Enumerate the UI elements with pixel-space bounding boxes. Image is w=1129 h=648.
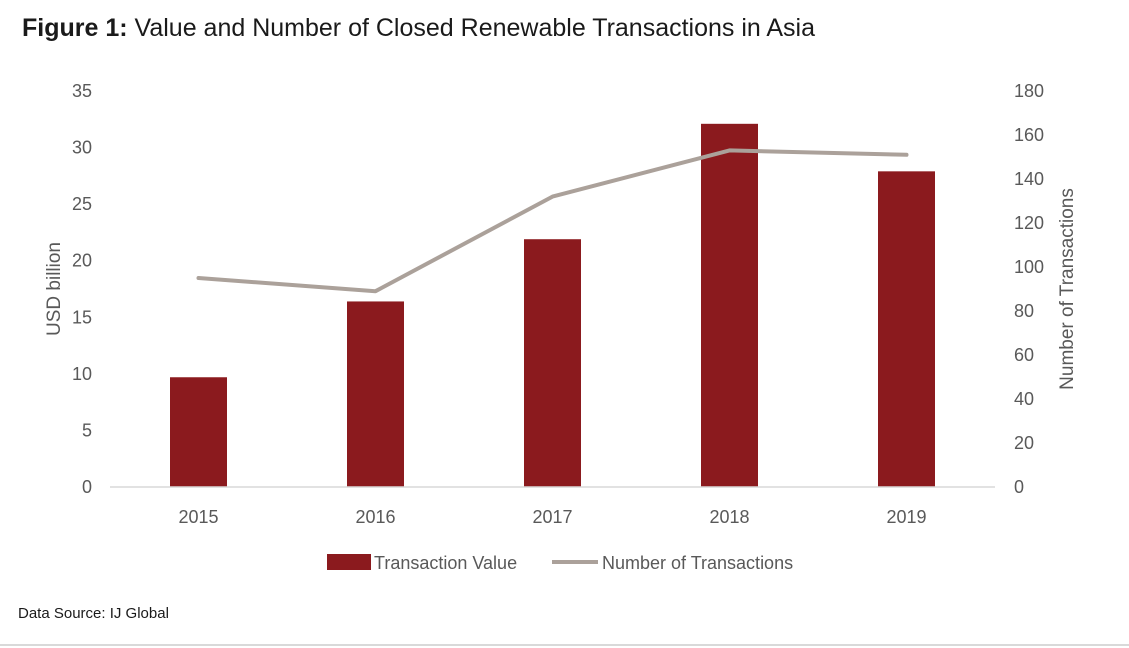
y-left-tick-label: 5 [82, 420, 92, 440]
y-right-tick-label: 20 [1014, 433, 1034, 453]
y-left-tick-label: 35 [72, 81, 92, 101]
y-axis-title-left: USD billion [44, 242, 65, 336]
x-tick-label: 2015 [178, 507, 218, 527]
x-tick-label: 2016 [355, 507, 395, 527]
y-right-tick-label: 40 [1014, 389, 1034, 409]
x-tick-label: 2017 [532, 507, 572, 527]
figure-label: Figure 1 [22, 14, 120, 42]
legend: Transaction Value Number of Transactions [327, 553, 793, 573]
legend-label-transaction-value: Transaction Value [374, 553, 517, 573]
data-source-note: Data Source: IJ Global [18, 605, 169, 622]
bar-transaction-value [347, 301, 404, 487]
left-axis-ticks: 0 5 10 15 20 25 30 35 [72, 81, 92, 497]
y-left-tick-label: 25 [72, 194, 92, 214]
y-left-tick-label: 30 [72, 138, 92, 158]
x-tick-label: 2018 [709, 507, 749, 527]
y-axis-title-right: Number of Transactions [1057, 188, 1078, 390]
y-right-tick-label: 100 [1014, 257, 1044, 277]
figure-separator: : [119, 14, 128, 42]
y-right-tick-label: 160 [1014, 125, 1044, 145]
bar-transaction-value [170, 377, 227, 487]
y-right-tick-label: 0 [1014, 477, 1024, 497]
right-axis-ticks: 0 20 40 60 80 100 120 140 160 180 [1014, 81, 1044, 497]
bottom-divider [0, 644, 1129, 646]
bar-series [170, 123, 935, 487]
figure-title-text: Value and Number of Closed Renewable Tra… [134, 14, 816, 42]
y-left-tick-label: 0 [82, 477, 92, 497]
bar-transaction-value [878, 171, 935, 487]
y-left-tick-label: 10 [72, 364, 92, 384]
y-right-tick-label: 180 [1014, 81, 1044, 101]
legend-swatch-transaction-value [327, 554, 371, 570]
y-right-tick-label: 140 [1014, 169, 1044, 189]
bar-transaction-value [524, 239, 581, 487]
figure-title: Figure 1: Value and Number of Closed Ren… [22, 14, 815, 43]
line-series [196, 148, 909, 294]
y-right-tick-label: 80 [1014, 301, 1034, 321]
y-left-tick-label: 15 [72, 307, 92, 327]
y-left-tick-label: 20 [72, 251, 92, 271]
legend-label-number-of-transactions: Number of Transactions [602, 553, 793, 573]
x-axis-ticks: 2015 2016 2017 2018 2019 [178, 507, 926, 527]
y-right-tick-label: 60 [1014, 345, 1034, 365]
bar-transaction-value [701, 123, 758, 487]
x-tick-label: 2019 [886, 507, 926, 527]
line-number-of-transactions [196, 148, 909, 294]
y-right-tick-label: 120 [1014, 213, 1044, 233]
